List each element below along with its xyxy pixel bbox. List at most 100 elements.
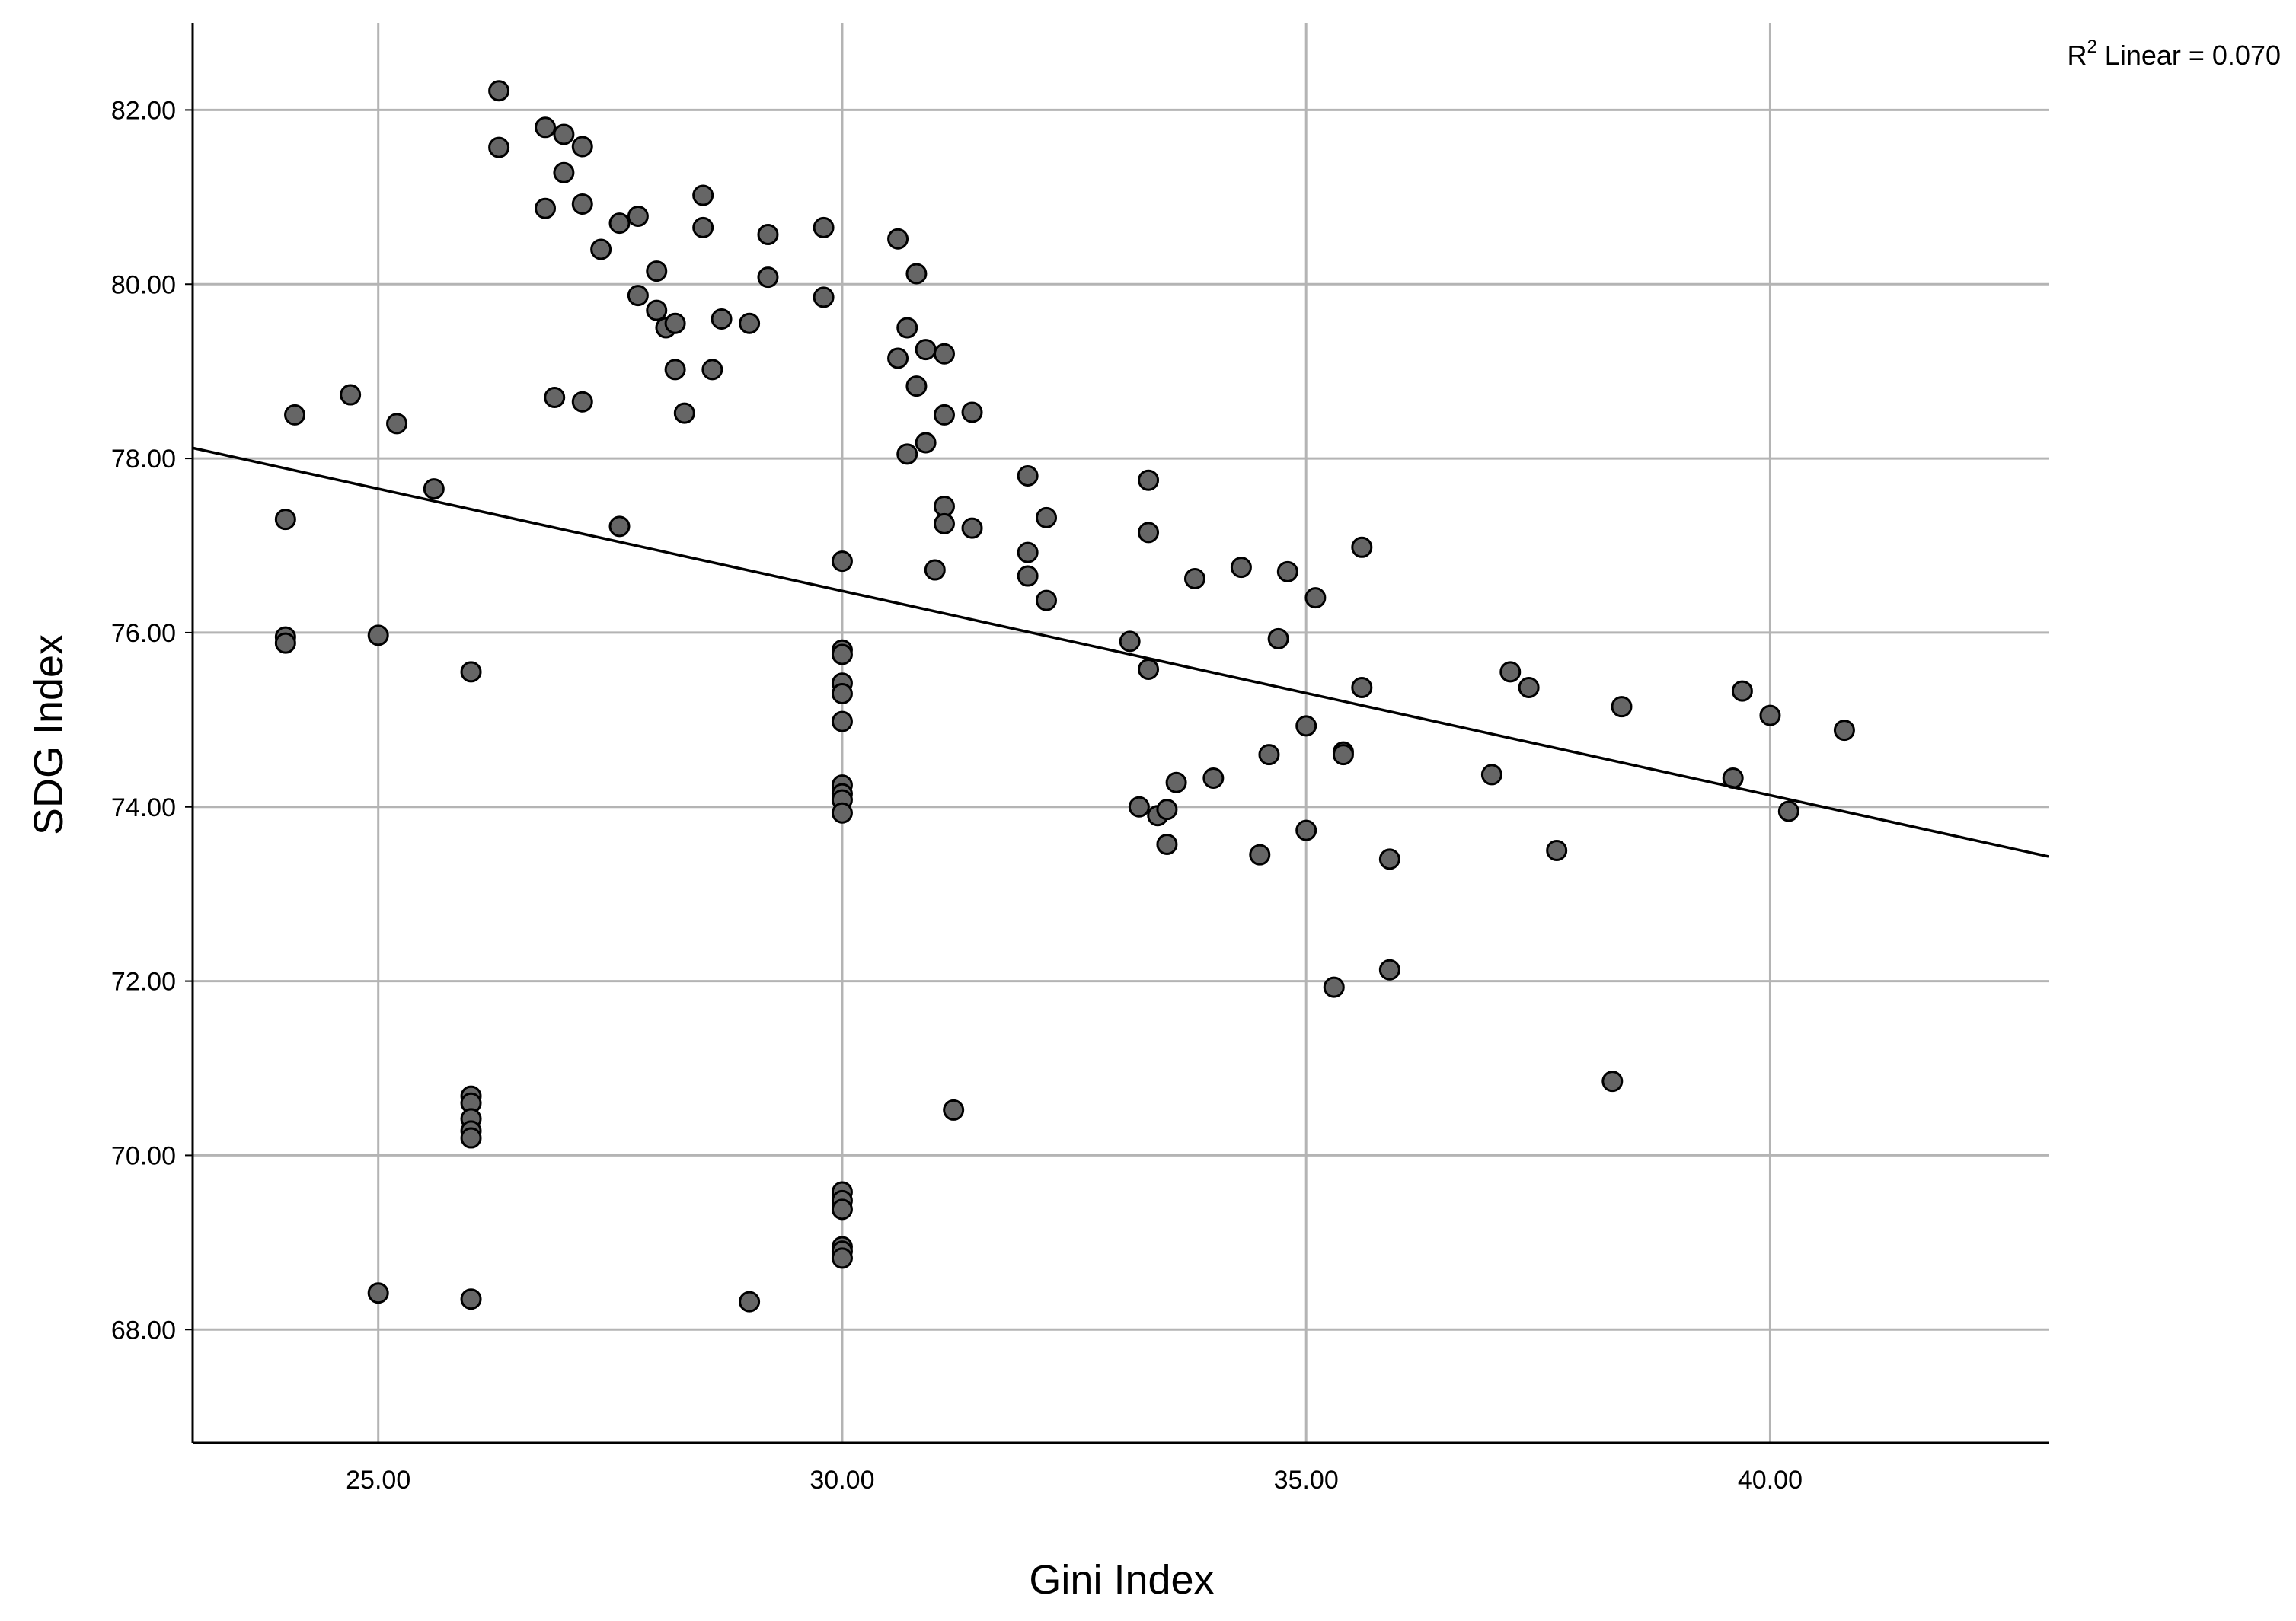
scatter-point — [739, 312, 761, 334]
r-squared-value: Linear = 0.070 — [2097, 40, 2281, 71]
scatter-point — [488, 80, 510, 102]
scatter-point — [1249, 844, 1271, 866]
scatter-point — [831, 710, 853, 732]
linear-fit-line — [192, 446, 2049, 858]
scatter-point — [553, 123, 575, 145]
scatter-point — [1378, 959, 1400, 981]
scatter-point — [887, 228, 909, 250]
r-squared-prefix: R — [2067, 40, 2087, 71]
scatter-point — [1295, 715, 1317, 737]
scatter-point — [274, 632, 296, 654]
scatter-point — [1546, 839, 1568, 861]
scatter-point — [423, 478, 445, 500]
scatter-point — [1518, 677, 1540, 699]
scatter-point — [1156, 833, 1178, 855]
x-axis-title: Gini Index — [1029, 1557, 1214, 1603]
scatter-point — [1351, 536, 1373, 558]
scatter-point — [933, 496, 955, 518]
scatter-point — [896, 317, 918, 339]
scatter-point — [646, 260, 668, 282]
scatter-point — [692, 216, 714, 238]
scatter-point — [961, 401, 983, 423]
scatter-point — [608, 515, 631, 538]
y-tick-label: 80.00 — [111, 270, 176, 299]
scatter-point — [571, 193, 593, 215]
scatter-point — [460, 661, 482, 683]
scatter-point — [915, 432, 937, 454]
scatter-point — [831, 802, 853, 824]
data-points — [274, 80, 1855, 1313]
scatter-point — [896, 443, 918, 465]
scatter-point — [943, 1099, 965, 1121]
x-tick-label: 25.00 — [346, 1466, 410, 1495]
scatter-point — [1601, 1071, 1624, 1093]
scatter-point — [1378, 848, 1400, 870]
scatter-point — [915, 339, 937, 361]
scatter-point — [535, 197, 557, 219]
scatter-point — [1138, 658, 1160, 680]
gridlines — [193, 23, 2049, 1443]
scatter-point — [1304, 587, 1327, 609]
scatter-point — [961, 517, 983, 539]
scatter-point — [673, 402, 695, 424]
scatter-point — [905, 263, 928, 285]
scatter-point — [701, 359, 723, 381]
scatter-point — [1036, 589, 1058, 611]
scatter-point — [535, 116, 557, 139]
scatter-point — [1202, 767, 1225, 789]
y-tick-label: 74.00 — [111, 793, 176, 822]
scatter-point — [386, 413, 408, 435]
scatter-point — [1267, 627, 1289, 649]
scatter-point — [1332, 744, 1354, 766]
x-tick-label: 40.00 — [1738, 1466, 1803, 1495]
scatter-point — [1138, 522, 1160, 544]
scatter-point — [1017, 464, 1039, 487]
r-squared-label: R2 Linear = 0.070 — [2067, 37, 2281, 71]
y-tick-label: 76.00 — [111, 619, 176, 648]
r-squared-superscript: 2 — [2087, 37, 2096, 57]
y-tick-label: 68.00 — [111, 1316, 176, 1345]
scatter-point — [1777, 800, 1799, 822]
fit-line-group — [192, 446, 2049, 858]
scatter-point — [1128, 796, 1150, 818]
scatter-point — [692, 184, 714, 206]
scatter-point — [933, 404, 955, 426]
scatter-point — [664, 359, 686, 381]
scatter-point — [571, 391, 593, 413]
axes — [191, 23, 2049, 1444]
scatter-point — [544, 386, 566, 408]
scatter-point — [340, 384, 362, 406]
y-tick-label: 72.00 — [111, 968, 176, 997]
scatter-point — [460, 1288, 482, 1310]
scatter-point — [646, 299, 668, 321]
scatter-point — [831, 550, 853, 573]
scatter-point — [757, 224, 779, 246]
scatter-point — [933, 512, 955, 534]
scatter-point — [1833, 720, 1855, 742]
scatter-point — [887, 347, 909, 369]
scatter-point — [1276, 560, 1298, 582]
scatter-point — [1119, 630, 1141, 653]
scatter-point — [831, 643, 853, 665]
scatter-point — [1165, 771, 1187, 793]
scatter-point — [711, 308, 733, 330]
scatter-point — [608, 212, 631, 235]
scatter-point — [571, 136, 593, 158]
scatter-point — [813, 286, 835, 308]
y-axis-title: SDG Index — [26, 634, 72, 835]
y-tick-label: 82.00 — [111, 96, 176, 125]
scatter-point — [1036, 506, 1058, 528]
scatter-point — [831, 683, 853, 705]
y-axis-ticks: 68.00 70.00 72.00 74.00 76.00 78.00 80.00 82.00 — [111, 96, 193, 1345]
scatter-point — [664, 312, 686, 334]
scatter-point — [367, 1282, 389, 1304]
scatter-point — [1258, 744, 1280, 766]
scatter-point — [627, 285, 649, 307]
x-tick-label: 35.00 — [1274, 1466, 1339, 1495]
x-axis-ticks: 25.00 30.00 35.00 40.00 — [346, 1466, 1803, 1495]
scatter-point — [924, 559, 946, 581]
x-tick-label: 30.00 — [810, 1466, 874, 1495]
scatter-point — [905, 375, 928, 397]
scatter-point — [367, 624, 389, 646]
